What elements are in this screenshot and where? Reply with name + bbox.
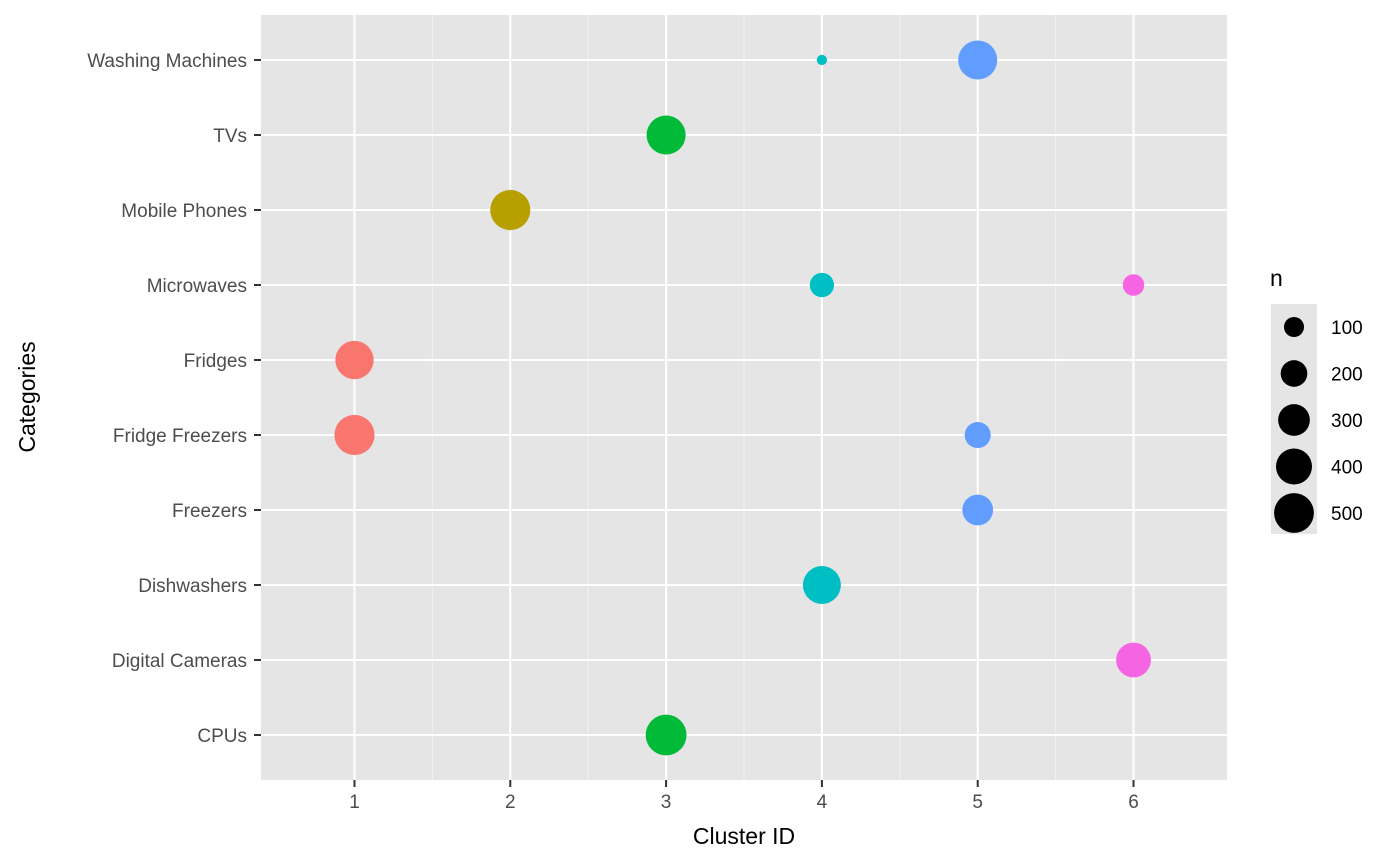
x-tick-label: 3 [661, 792, 672, 813]
x-tick-label: 1 [349, 792, 360, 813]
y-tick-label: Microwaves [147, 276, 247, 297]
legend-entry-label: 200 [1331, 365, 1363, 386]
x-tick-label: 6 [1128, 792, 1139, 813]
data-point [964, 421, 991, 449]
data-point [1122, 274, 1145, 296]
data-point [1116, 642, 1151, 678]
y-tick-label: CPUs [197, 726, 247, 747]
data-point [816, 54, 828, 66]
legend-entry-label: 100 [1331, 318, 1363, 339]
legend-title: n [1270, 265, 1283, 291]
data-point [809, 272, 835, 298]
legend-key-dot [1280, 360, 1308, 387]
y-tick-label: Dishwashers [138, 576, 247, 597]
legend-key-dot [1284, 317, 1304, 337]
legend-key-dot [1274, 493, 1314, 533]
legend-entry-label: 500 [1331, 504, 1363, 525]
size-legend: n 100 200 300 400 500 [1270, 265, 1363, 534]
x-axis-title: Cluster ID [693, 823, 795, 849]
points-layer [334, 40, 1151, 756]
y-tick-label: Fridge Freezers [113, 426, 247, 447]
data-point [645, 714, 687, 756]
data-point [646, 115, 686, 155]
y-tick-label: Mobile Phones [121, 201, 247, 222]
y-axis: CPUs Digital Cameras Dishwashers Freezers Fr… [87, 51, 261, 747]
data-point [958, 40, 998, 80]
legend-key-dot [1278, 404, 1310, 436]
legend-key-dot [1276, 448, 1312, 485]
data-point [334, 414, 375, 456]
y-tick-label: Digital Cameras [112, 651, 247, 672]
y-axis-title: Categories [14, 341, 40, 452]
data-point [335, 340, 374, 380]
x-tick-label: 2 [505, 792, 516, 813]
data-point [962, 494, 994, 526]
legend-entry-label: 400 [1331, 458, 1363, 479]
x-tick-label: 5 [972, 792, 983, 813]
legend-entry-label: 300 [1331, 411, 1363, 432]
data-point [802, 566, 841, 604]
y-tick-label: Washing Machines [87, 51, 247, 72]
y-tick-label: Freezers [172, 501, 247, 522]
y-tick-label: Fridges [184, 351, 247, 372]
y-tick-label: TVs [213, 126, 247, 147]
data-point [490, 189, 531, 231]
x-tick-label: 4 [817, 792, 828, 813]
x-axis: 1 2 3 4 5 6 [349, 780, 1139, 813]
